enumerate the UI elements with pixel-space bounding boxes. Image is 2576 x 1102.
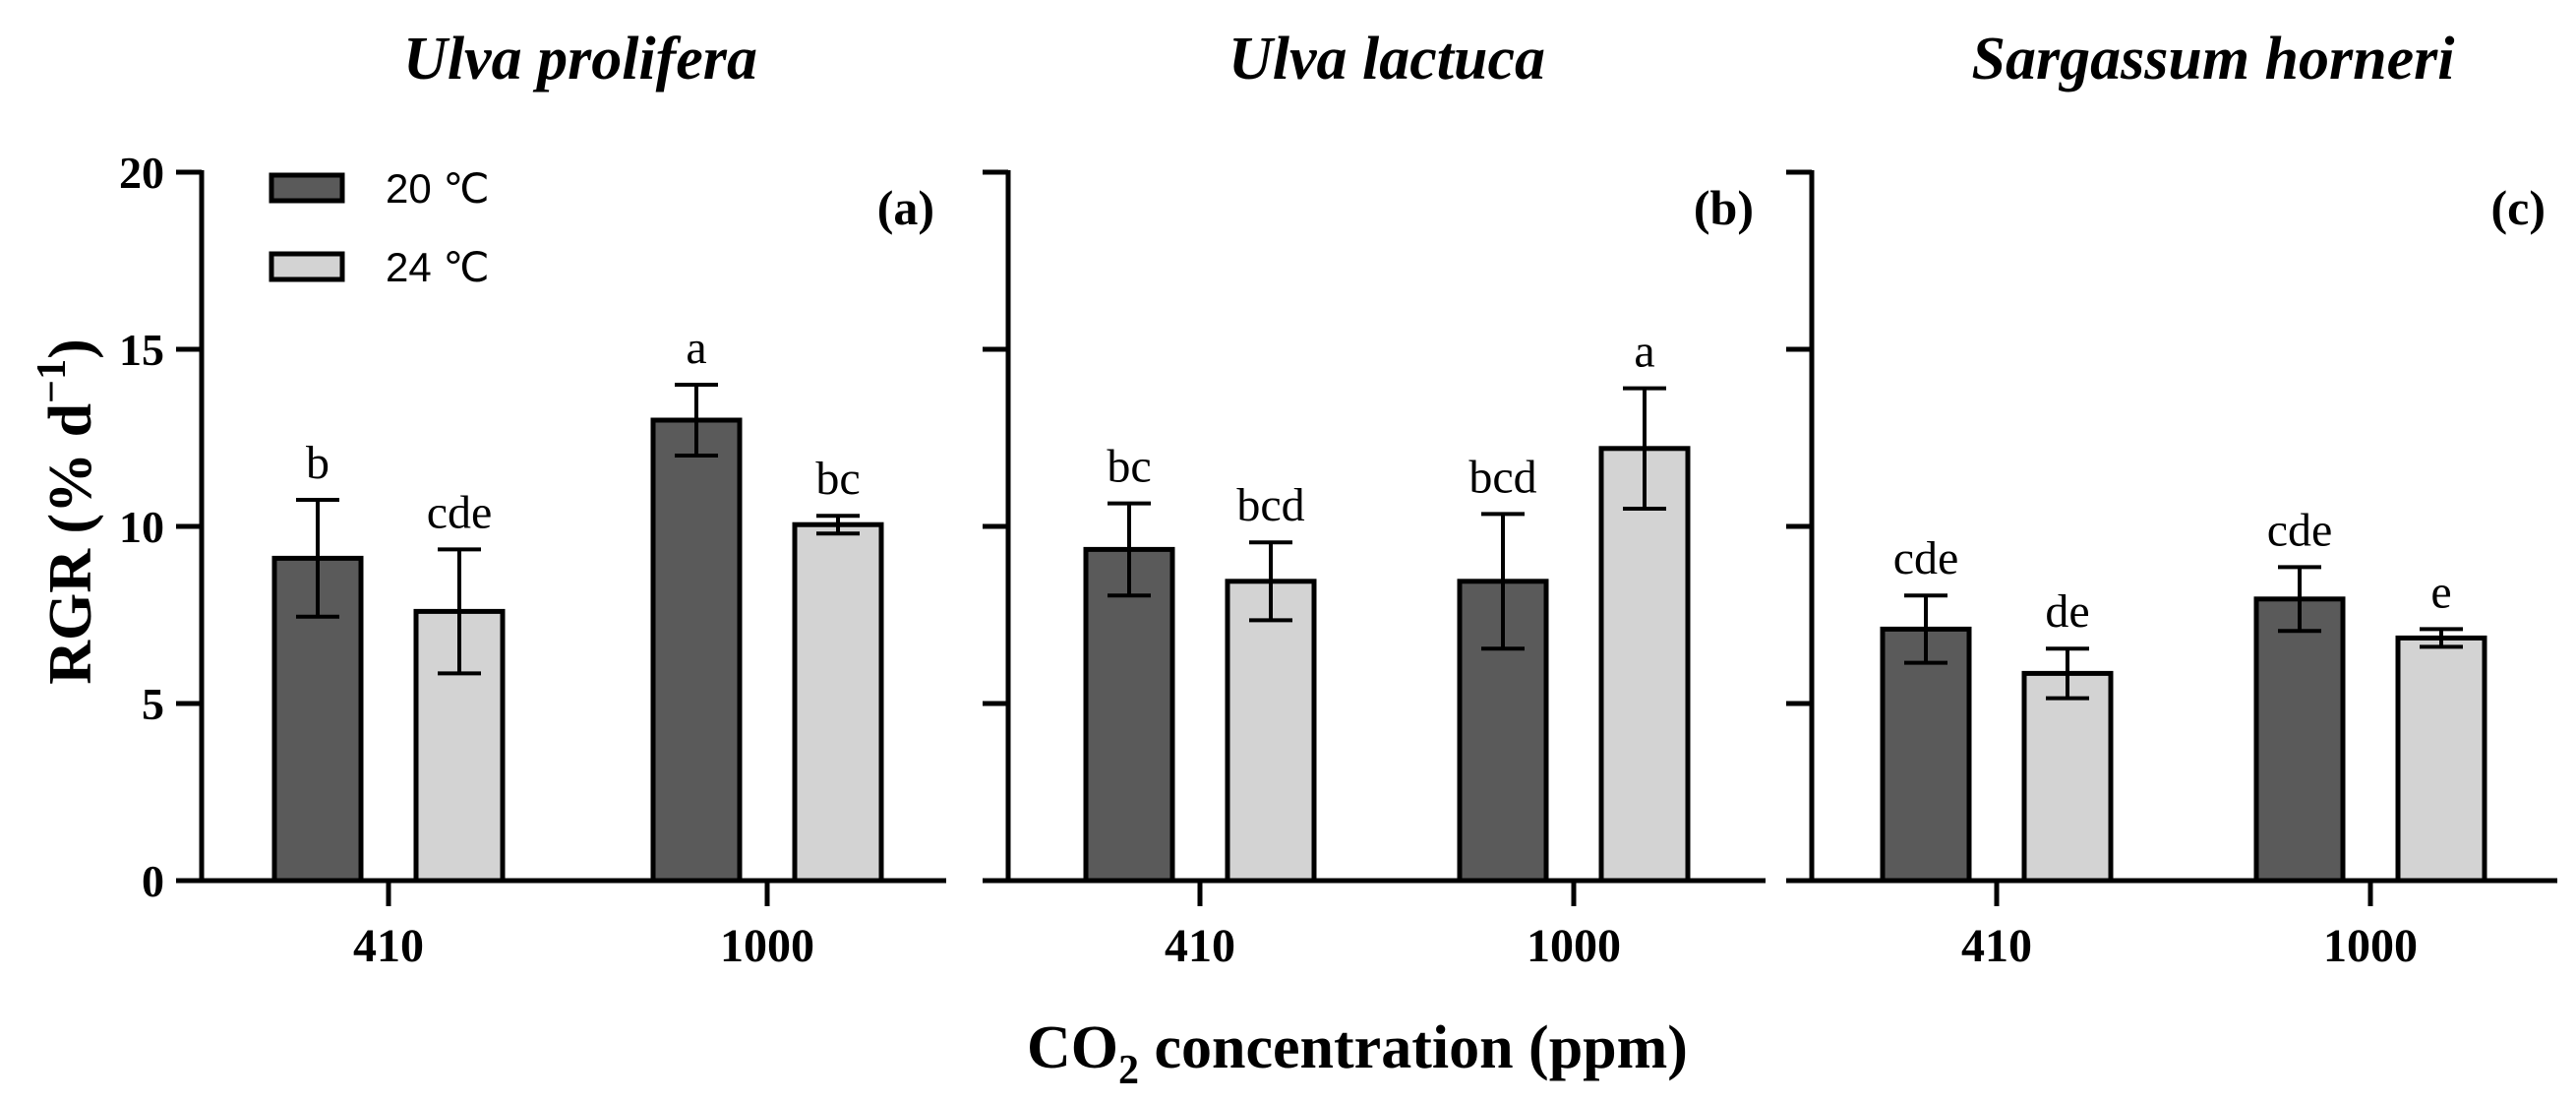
significance-label: cde [427, 486, 493, 538]
legend-swatch-24c [269, 251, 345, 282]
bar [1457, 579, 1549, 884]
significance-label: bcd [1468, 451, 1536, 503]
x-tick-label: 1000 [1527, 920, 1621, 972]
y-tick-label: 0 [142, 856, 164, 906]
panel-title-c: Sargassum horneri [1971, 26, 2454, 92]
x-axis-title-subscript: 2 [1118, 1048, 1139, 1093]
significance-label: de [2045, 585, 2089, 638]
significance-label: a [686, 322, 706, 374]
x-tick-label: 410 [1961, 920, 2032, 972]
panel-title-a: Ulva prolifera [403, 26, 757, 92]
bar [2021, 670, 2114, 884]
bar [792, 521, 884, 884]
chart-panels: 0 5 10 15 20 410 1000 (a) b a cde bc 410 1000 (b) bc bcd… [119, 148, 2557, 972]
significance-label: bc [815, 453, 860, 505]
bar [2253, 596, 2346, 884]
significance-label: cde [2267, 504, 2333, 556]
significance-label: a [1634, 326, 1654, 378]
significance-label: e [2430, 566, 2451, 618]
legend-label-20c: 20 ℃ [386, 165, 490, 212]
panel-title-b: Ulva lactuca [1228, 26, 1545, 92]
x-tick-label: 1000 [2323, 920, 2418, 972]
x-axis-title-post: concentration (ppm) [1139, 1014, 1688, 1081]
x-tick-label: 410 [353, 920, 424, 972]
panel-b: 410 1000 (b) bc bcd bcd a [983, 169, 1766, 972]
x-axis-title: CO2 concentration (ppm) [1027, 1014, 1688, 1093]
bar [2395, 635, 2487, 884]
bar [650, 417, 743, 884]
significance-label: bcd [1236, 479, 1304, 531]
y-axis-title-close: ) [37, 338, 104, 359]
bar [1880, 626, 1972, 884]
y-axis-title-superscript: −1 [30, 359, 75, 403]
x-axis-title-pre: CO [1027, 1014, 1118, 1081]
bar [1225, 579, 1317, 884]
bar [1598, 446, 1691, 884]
y-axis-title-main: RGR (% d [37, 403, 104, 685]
significance-label: b [306, 437, 329, 489]
panel-letter-b: (b) [1694, 180, 1754, 235]
x-tick-label: 410 [1165, 920, 1235, 972]
legend: 20 ℃ 24 ℃ [269, 165, 490, 290]
y-tick-label: 10 [119, 502, 164, 552]
y-tick-label: 15 [119, 325, 164, 375]
y-axis-title: RGR (% d−1) [30, 338, 104, 685]
legend-swatch-20c [269, 172, 345, 204]
legend-label-24c: 24 ℃ [386, 244, 490, 290]
panel-letter-a: (a) [877, 180, 934, 235]
panel-letter-c: (c) [2491, 180, 2546, 235]
bar [1083, 546, 1175, 884]
panel-c: 410 1000 (c) cde cde de e [1786, 169, 2557, 972]
y-tick-label: 5 [142, 679, 164, 729]
significance-label: cde [1893, 532, 1959, 584]
x-tick-label: 1000 [720, 920, 814, 972]
panel-a: 0 5 10 15 20 410 1000 (a) b a cde bc [119, 148, 946, 972]
y-tick-label: 20 [119, 148, 164, 198]
significance-label: bc [1107, 441, 1151, 493]
